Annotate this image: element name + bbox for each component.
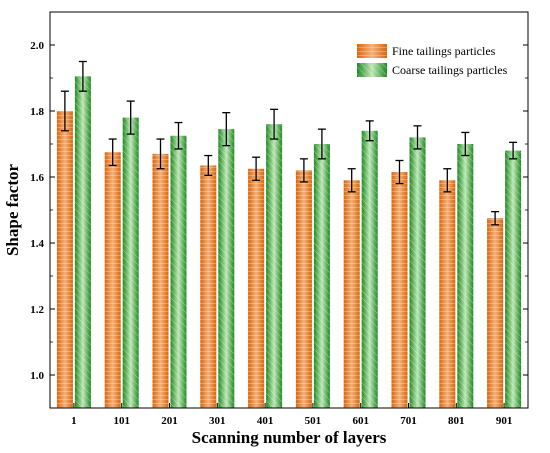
- x-tick-label: 201: [161, 415, 178, 427]
- error-bar-coarse-301: [222, 112, 231, 147]
- error-bar-fine-401: [252, 156, 261, 181]
- x-tick-label: 301: [209, 415, 226, 427]
- error-bar-fine-501: [299, 158, 308, 183]
- error-bar-coarse-901: [509, 141, 518, 160]
- x-axis-title: Scanning number of layers: [192, 428, 387, 447]
- x-tick-label: 901: [496, 415, 513, 427]
- x-tick-label: 801: [448, 415, 465, 427]
- error-bar-fine-201: [156, 138, 165, 170]
- error-bar-fine-601: [347, 168, 356, 193]
- y-tick-label: 1.6: [30, 172, 44, 184]
- error-bar-coarse-701: [413, 125, 422, 150]
- error-bar-coarse-201: [174, 121, 183, 150]
- x-tick-label: 701: [400, 415, 417, 427]
- y-tick-label: 1.0: [30, 370, 44, 382]
- x-tick-label: 501: [305, 415, 322, 427]
- error-bar-fine-301: [204, 154, 213, 177]
- x-tick-label: 101: [113, 415, 130, 427]
- error-bar-fine-101: [108, 138, 117, 167]
- x-tick-label: 401: [257, 415, 274, 427]
- y-tick-label: 1.8: [30, 106, 44, 118]
- x-tick-label: 601: [352, 415, 369, 427]
- error-bar-fine-1: [60, 90, 69, 132]
- legend-label-coarse: Coarse tailings particles: [392, 63, 508, 77]
- error-bar-fine-801: [443, 168, 452, 193]
- x-axis: 1 101 201 301 401 501 601 701 801 901: [71, 403, 512, 427]
- y-tick-label: 2.0: [30, 40, 44, 52]
- error-bar-coarse-501: [317, 128, 326, 160]
- error-bar-fine-901: [491, 210, 500, 226]
- y-tick-label: 1.4: [30, 238, 44, 250]
- error-bar-coarse-1: [78, 60, 87, 92]
- error-bar-coarse-801: [461, 131, 470, 157]
- error-bars-group: [60, 60, 518, 226]
- error-bar-coarse-401: [270, 108, 279, 140]
- legend: Fine tailings particles Coarse tailings …: [357, 44, 508, 77]
- y-tick-label: 1.2: [30, 304, 44, 316]
- y-axis: 1.0 1.2 1.4 1.6 1.8 2.0: [30, 11, 528, 409]
- bars-group: [56, 76, 522, 409]
- y-axis-title: Shape factor: [3, 164, 22, 257]
- error-bar-coarse-601: [365, 120, 374, 142]
- legend-label-fine: Fine tailings particles: [392, 44, 496, 58]
- error-bar-fine-701: [395, 159, 404, 185]
- x-tick-label: 1: [71, 415, 77, 427]
- error-bar-coarse-101: [126, 100, 135, 135]
